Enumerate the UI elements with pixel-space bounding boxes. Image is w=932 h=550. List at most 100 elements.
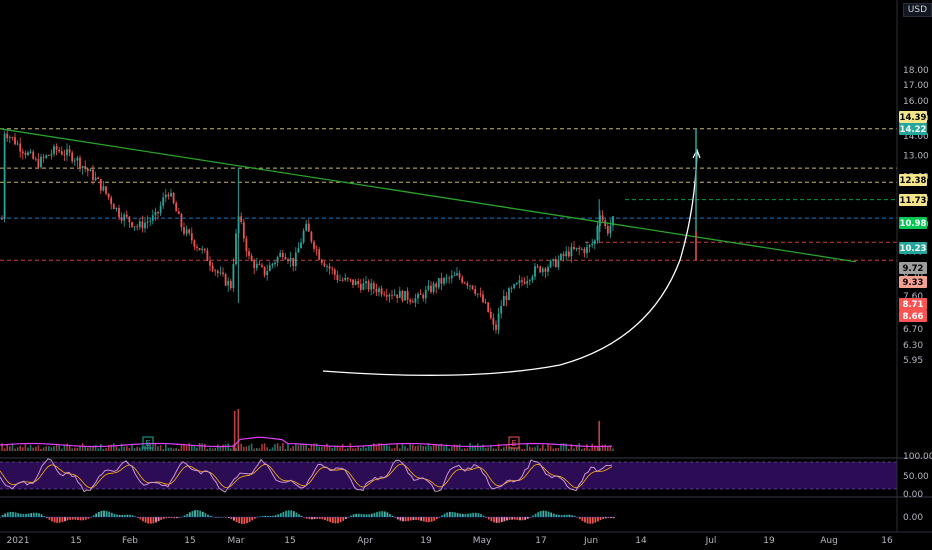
macd-bar [511, 517, 514, 520]
macd-bar [324, 517, 326, 521]
macd-bar [22, 514, 25, 517]
volume-bar [596, 446, 599, 451]
macd-bar [558, 514, 560, 517]
macd-bar [373, 512, 376, 517]
rsi-line [0, 458, 613, 493]
candle [456, 273, 458, 276]
macd-pane [0, 510, 615, 524]
volume-bar [157, 446, 159, 451]
volume-bar [16, 447, 19, 451]
macd-bar [79, 517, 82, 521]
candle [599, 215, 601, 226]
candle [440, 278, 443, 284]
volume-bar [323, 445, 326, 451]
candle [50, 153, 53, 156]
macd-bar [40, 514, 43, 517]
trendline[interactable] [0, 128, 856, 263]
macd-bar [495, 517, 498, 523]
macd-bar [357, 513, 360, 517]
cup-arc [322, 151, 698, 376]
macd-bar [318, 517, 321, 519]
time-tick-label: 15 [184, 536, 195, 546]
macd-bar [186, 513, 189, 517]
volume-bar [607, 446, 609, 451]
macd-bar [360, 513, 363, 517]
macd-bar [27, 513, 30, 517]
candle [536, 266, 539, 268]
projection-arc[interactable] [322, 128, 701, 376]
macd-bar [279, 513, 282, 517]
candle [274, 262, 276, 264]
volume-bar [521, 448, 523, 451]
candle [406, 291, 409, 300]
macd-bar [97, 511, 100, 517]
candle [58, 149, 61, 152]
macd-bar [370, 513, 373, 517]
candle [367, 281, 370, 290]
macd-bar [43, 515, 46, 517]
volume-bar [404, 446, 406, 451]
macd-bar [48, 517, 51, 520]
volume-bar [11, 443, 14, 451]
candle [154, 211, 157, 216]
price-badge-label: 10.23 [900, 244, 927, 254]
candle [331, 268, 334, 270]
candle [596, 225, 599, 241]
volume-bar [393, 447, 396, 451]
candle [419, 293, 422, 295]
volume-bar [362, 445, 365, 451]
time-tick-label: 2021 [7, 536, 30, 546]
volume-bar [204, 443, 206, 451]
volume-bar [594, 445, 596, 451]
macd-bar [38, 513, 40, 517]
macd-bar [77, 517, 79, 521]
macd-bar [487, 517, 490, 520]
candle [469, 285, 471, 287]
volume-bar [105, 448, 107, 451]
volume-bar [19, 445, 21, 451]
candle [128, 216, 131, 223]
price-badge [899, 310, 927, 322]
volume-bar [48, 446, 50, 451]
candle [502, 295, 505, 306]
volume-bar [146, 443, 149, 451]
candle [554, 259, 557, 268]
candle [222, 272, 224, 275]
volume-bar [180, 444, 183, 451]
macd-bar [545, 510, 547, 517]
macd-bar [14, 512, 17, 517]
volume-bar [341, 443, 344, 451]
candle [552, 259, 555, 261]
volume-bar [58, 444, 60, 451]
macd-bar [519, 517, 521, 521]
time-axis[interactable]: 2021 15 Feb 15 Mar 15 Apr 19 May 17 Jun 14 Jul 19 Aug 1… [0, 531, 932, 546]
macd-bar [316, 517, 319, 519]
candle [159, 205, 162, 214]
candle [21, 151, 24, 154]
candle [224, 274, 227, 286]
time-tick-label: 19 [420, 536, 432, 546]
macd-bar [399, 517, 402, 521]
candle [8, 137, 11, 139]
volume-spike [237, 409, 240, 451]
volume-bar [97, 448, 99, 451]
volume-bar [334, 445, 336, 451]
volume-bar [53, 446, 55, 451]
macd-bar [537, 512, 540, 517]
volume-bar [9, 446, 11, 451]
price-tick-label: 17.00 [903, 81, 929, 91]
macd-bar [407, 517, 410, 521]
macd-bar [298, 514, 300, 517]
candle [339, 279, 341, 281]
macd-bar [188, 512, 191, 517]
macd-bar [581, 517, 584, 521]
candle [60, 151, 63, 155]
candle [573, 246, 575, 250]
macd-bar [272, 515, 274, 517]
candle [110, 197, 113, 205]
currency-button[interactable]: USD [902, 3, 932, 17]
macd-bar [277, 514, 280, 517]
candle [102, 186, 105, 191]
price-tick-label: 14.00 [903, 132, 929, 142]
